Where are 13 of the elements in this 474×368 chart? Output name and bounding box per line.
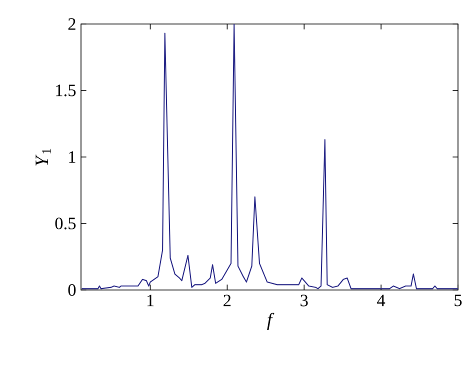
y-tick-label: 1 xyxy=(69,151,76,163)
y-tick-label: 0 xyxy=(68,284,76,296)
x-tick-label: 4 xyxy=(377,294,386,306)
x-tick-label: 3 xyxy=(300,294,308,306)
y-tick-label: 0.5 xyxy=(55,218,76,230)
x-tick-label: 1 xyxy=(147,294,154,306)
x-tick-label: 2 xyxy=(224,294,231,306)
y-tick-label: 2 xyxy=(68,18,76,30)
line-series xyxy=(81,24,458,290)
x-axis-title: f xyxy=(267,312,274,330)
x-tick-label: 5 xyxy=(454,294,462,306)
y-tick-label: 1.5 xyxy=(56,84,76,96)
y-axis-title: Y$_{1}$ xyxy=(36,148,51,166)
